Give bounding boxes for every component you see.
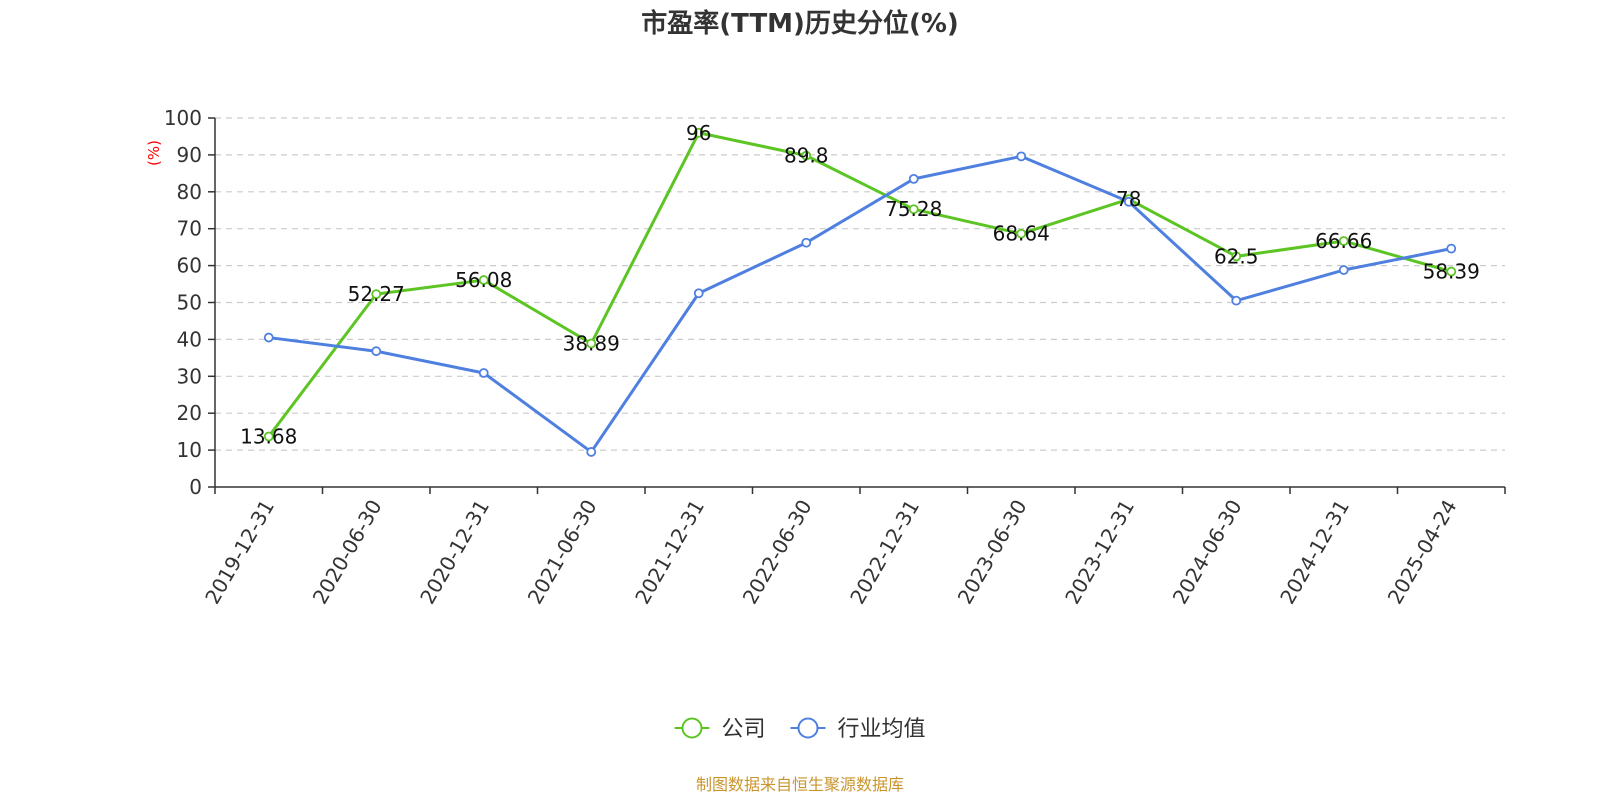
data-label-layer: 13.68 52.27 56.08 38.89 96 89.8 75.28 68.64 78 62… (240, 121, 1480, 449)
series-1-point (1338, 265, 1349, 275)
series-1-point (1016, 151, 1027, 162)
series-1-point (1231, 295, 1242, 306)
axis-layer: 0 10 20 30 40 50 60 70 80 90 100(%) 2019-12-31 2020-… (145, 106, 1506, 609)
series-1-point (586, 447, 597, 457)
y-tick-label: 60 (177, 254, 202, 278)
data-label: 13.68 (240, 425, 297, 449)
chart-title: 市盈率(TTM)历史分位(%) (641, 8, 959, 39)
y-tick-label: 40 (177, 327, 202, 351)
series-1-point (908, 173, 919, 184)
x-tick-label: 2024-06-30 (1168, 496, 1247, 609)
x-tick-label: 2025-04-24 (1383, 496, 1462, 609)
legend: 公司 行业均值 (674, 717, 926, 742)
series-1-point (478, 368, 489, 378)
series-line-0 (267, 131, 1452, 438)
y-tick-label: 80 (177, 180, 202, 204)
series-layer (263, 127, 1457, 457)
series-0-point (908, 204, 919, 215)
series-0-point (1231, 251, 1242, 262)
legend-circle-icon (797, 717, 819, 739)
series-line-1 (268, 154, 1452, 454)
data-label: 66.66 (1315, 229, 1372, 253)
x-tick-label: 2023-06-30 (953, 496, 1032, 609)
data-label: 52.27 (348, 282, 405, 306)
data-label: 56.08 (455, 268, 512, 292)
x-tick-label: 2019-12-31 (200, 496, 279, 609)
series-1-point (263, 332, 274, 343)
series-0-point (1338, 236, 1349, 246)
data-label: 58.39 (1423, 260, 1480, 284)
legend-item-0: 公司 (674, 717, 766, 742)
series-0-point (801, 150, 812, 161)
y-tick-label: 90 (177, 143, 202, 167)
series-0-point (371, 289, 382, 300)
data-label: 96 (686, 121, 711, 145)
y-tick-label: 0 (189, 475, 202, 499)
series-1-point (693, 288, 704, 299)
grid-layer (215, 117, 1505, 451)
legend-circle-icon (681, 717, 703, 739)
y-tick-label: 70 (177, 217, 202, 241)
y-tick-label: 30 (177, 364, 202, 388)
x-tick-label: 2022-06-30 (738, 496, 817, 609)
y-tick-label: 100 (164, 106, 202, 130)
series-0-point (693, 127, 704, 138)
y-tick-label: 50 (177, 291, 202, 315)
legend-label: 行业均值 (838, 717, 926, 742)
y-tick-label: 20 (177, 401, 202, 425)
data-label: 38.89 (563, 331, 620, 355)
data-label: 75.28 (885, 197, 942, 221)
x-tick-label: 2023-12-31 (1060, 496, 1139, 609)
x-tick-label: 2020-12-31 (415, 496, 494, 609)
source-note: 制图数据来自恒生聚源数据库 (696, 775, 904, 794)
series-0-point (263, 431, 274, 442)
x-tick-label: 2020-06-30 (308, 496, 387, 609)
series-0-point (1446, 266, 1457, 277)
y-tick-label: 10 (177, 438, 202, 462)
series-1-point (1123, 196, 1134, 207)
series-0-point (478, 275, 489, 285)
data-label: 89.8 (784, 144, 829, 168)
series-1-point (1446, 243, 1457, 254)
y-axis-title: (%) (145, 140, 163, 166)
x-tick-label: 2024-12-31 (1275, 496, 1354, 609)
series-0-point (1016, 228, 1027, 239)
data-label: 62.5 (1214, 244, 1259, 268)
legend-item-1: 行业均值 (790, 717, 926, 742)
series-0-point (586, 338, 597, 349)
series-1-point (371, 346, 382, 357)
data-label: 68.64 (993, 222, 1050, 246)
series-1-point (801, 237, 812, 248)
data-label: 78 (1116, 187, 1141, 211)
x-tick-label: 2022-12-31 (845, 496, 924, 609)
x-tick-label: 2021-12-31 (630, 496, 709, 609)
x-tick-label: 2021-06-30 (523, 496, 602, 609)
legend-label: 公司 (722, 717, 766, 742)
